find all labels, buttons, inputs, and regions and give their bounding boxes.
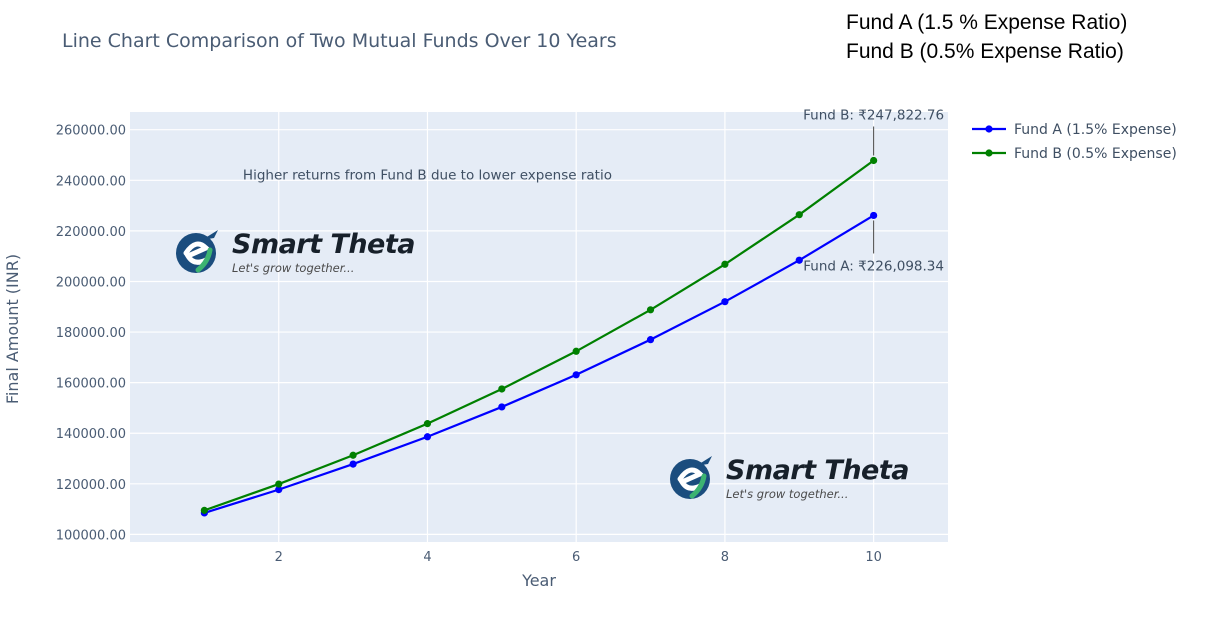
x-tick-label: 6 [572, 550, 580, 565]
y-tick-label: 220000.00 [56, 225, 126, 240]
x-tick-label: 2 [275, 550, 283, 565]
data-point [721, 298, 729, 306]
y-tick-label: 100000.00 [56, 528, 126, 543]
legend-item-label: Fund B (0.5% Expense) [1014, 146, 1177, 162]
legend: Fund A (1.5% Expense) Fund B (0.5% Expens… [972, 122, 1177, 162]
data-point [200, 506, 208, 514]
legend-swatch-marker [985, 125, 993, 133]
y-tick-label: 200000.00 [56, 275, 126, 290]
y-axis-title: Final Amount (INR) [3, 254, 22, 404]
y-tick-label: 140000.00 [56, 427, 126, 442]
y-tick-label: 120000.00 [56, 478, 126, 493]
smart-theta-logo-icon [176, 230, 218, 273]
y-tick-label: 260000.00 [56, 124, 126, 139]
watermark-brand: Smart Theta [726, 454, 910, 486]
watermark-logo: Smart Theta Let's grow together... [172, 226, 416, 278]
y-tick-label: 180000.00 [56, 326, 126, 341]
data-point [795, 211, 803, 219]
series-line-fund-a [204, 214, 875, 514]
data-point [275, 486, 283, 494]
plot-area [130, 112, 948, 542]
y-tick-label: 160000.00 [56, 377, 126, 392]
data-point [870, 211, 878, 220]
annotation-fund-b-final: Fund B: ₹247,822.76 [803, 108, 944, 124]
legend-item-label: Fund A (1.5% Expense) [1014, 122, 1177, 138]
legend-swatch-marker [985, 149, 993, 157]
chart-title: Line Chart Comparison of Two Mutual Fund… [62, 30, 617, 52]
gridlines [130, 112, 948, 542]
data-point [795, 256, 803, 264]
data-point [572, 371, 580, 379]
smart-theta-logo-icon [670, 456, 712, 499]
x-tick-label: 8 [721, 550, 729, 565]
annotation-fund-a-final: Fund A: ₹226,098.34 [803, 258, 944, 274]
data-point [498, 385, 506, 393]
data-point [275, 480, 283, 488]
data-point [423, 420, 432, 428]
y-tick-label: 240000.00 [56, 174, 126, 189]
expense-ratio-note: Fund A (1.5 % Expense Ratio) Fund B (0.5… [846, 8, 1127, 66]
series-lines [200, 156, 878, 517]
watermark-brand: Smart Theta [232, 228, 416, 260]
data-point [572, 347, 580, 355]
x-tick-label: 10 [865, 550, 882, 565]
watermark-logo: Smart Theta Let's grow together... [666, 452, 910, 504]
x-tick-label: 4 [423, 550, 431, 565]
annotations: Higher returns from Fund B due to lower … [243, 108, 944, 275]
annotation-note: Higher returns from Fund B due to lower … [243, 167, 612, 183]
data-point [646, 306, 655, 314]
data-point [349, 451, 357, 459]
y-axis-ticks: 100000.00 120000.00 140000.00 160000.00 1800… [56, 124, 126, 544]
data-point [646, 336, 655, 344]
note-line-fund-a: Fund A (1.5 % Expense Ratio) [846, 11, 1128, 34]
note-line-fund-b: Fund B (0.5% Expense Ratio) [846, 40, 1124, 63]
x-axis-title: Year [521, 571, 556, 590]
data-point [423, 433, 432, 441]
data-point [498, 403, 506, 411]
data-point [721, 260, 729, 268]
watermark-tagline: Let's grow together... [232, 260, 355, 275]
data-point [349, 460, 357, 468]
watermark-tagline: Let's grow together... [726, 486, 849, 501]
data-point [870, 156, 878, 165]
series-line-fund-b [203, 159, 875, 512]
x-axis-ticks: 2 4 6 8 10 [275, 550, 882, 565]
